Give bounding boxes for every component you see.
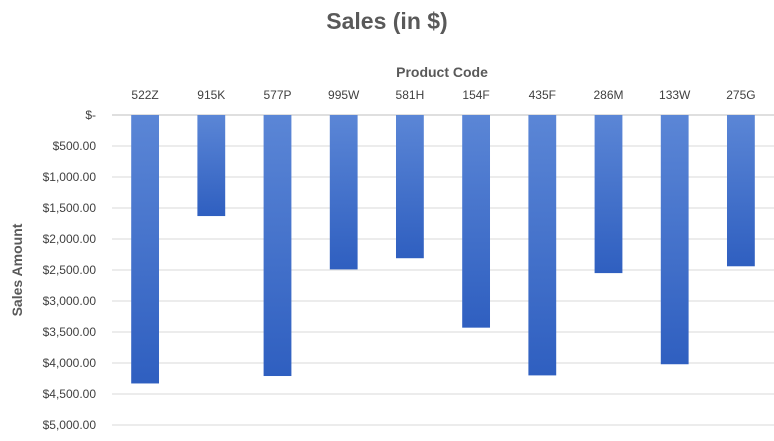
x-tick-label: 275G (726, 88, 755, 102)
y-tick-label: $4,500.00 (43, 387, 97, 401)
y-tick-label: $1,500.00 (43, 201, 97, 215)
y-tick-label: $3,500.00 (43, 325, 97, 339)
x-tick-label: 154F (462, 88, 489, 102)
x-tick-label: 915K (197, 88, 225, 102)
x-axis-title: Product Code (396, 64, 488, 80)
y-tick-label: $2,500.00 (43, 263, 97, 277)
bar-995w (329, 115, 358, 270)
y-tick-label: $3,000.00 (43, 294, 97, 308)
y-tick-label: $4,000.00 (43, 356, 97, 370)
x-tick-label: 133W (659, 88, 691, 102)
x-tick-label: 577P (263, 88, 291, 102)
bar-522z (131, 115, 160, 384)
chart-title: Sales (in $) (326, 8, 447, 34)
x-axis-ticks: 522Z 915K 577P 995W 581H 154F 435F 286M 133W 275G (131, 88, 755, 102)
bars (131, 115, 755, 384)
bar-286m (594, 115, 623, 274)
bar-577p (263, 115, 292, 377)
y-tick-label: $5,000.00 (43, 418, 97, 432)
bar-435f (528, 115, 557, 376)
y-axis-title: Sales Amount (9, 223, 25, 316)
y-axis-ticks: $- $500.00 $1,000.00 $1,500.00 $2,000.00 $2,5… (43, 108, 97, 432)
x-tick-label: 435F (529, 88, 556, 102)
y-tick-label: $- (85, 108, 96, 122)
y-tick-label: $1,000.00 (43, 170, 97, 184)
x-tick-label: 995W (328, 88, 360, 102)
bar-275g (726, 115, 755, 267)
y-tick-label: $2,000.00 (43, 232, 97, 246)
bar-154f (462, 115, 491, 328)
bar-581h (395, 115, 424, 259)
y-tick-label: $500.00 (53, 139, 97, 153)
x-tick-label: 581H (396, 88, 425, 102)
bar-915k (197, 115, 226, 217)
x-tick-label: 286M (593, 88, 623, 102)
bar-133w (660, 115, 689, 365)
x-tick-label: 522Z (131, 88, 158, 102)
